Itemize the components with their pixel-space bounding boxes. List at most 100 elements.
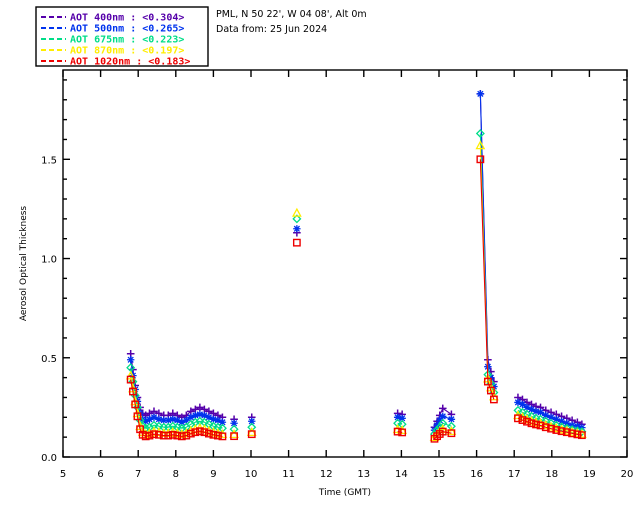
data-point-asterisk: [514, 398, 522, 407]
series-aot-1020nm: [126, 155, 586, 443]
data-point-asterisk: [160, 416, 168, 424]
x-tick-label: 14: [395, 469, 408, 480]
data-point-square: [518, 416, 527, 424]
x-tick-label: 13: [357, 469, 370, 480]
x-tick-label: 15: [433, 469, 446, 480]
y-axis-label: Aerosol Optical Thickness: [19, 206, 29, 322]
data-point-triangle: [475, 140, 486, 150]
data-point-square: [438, 427, 447, 436]
data-point-triangle: [291, 207, 302, 217]
data-point-asterisk: [436, 416, 444, 424]
data-point-square: [159, 431, 168, 440]
data-point-asterisk: [230, 419, 238, 427]
data-point-square: [191, 428, 200, 437]
data-point-diamond: [163, 422, 173, 432]
data-point-asterisk: [155, 415, 163, 423]
data-point-square: [150, 430, 158, 439]
data-point-diamond: [557, 422, 567, 432]
data-point-asterisk: [433, 421, 441, 429]
legend-entry-aot-500nm[interactable]: AOT 500nm : <0.265>: [41, 24, 184, 35]
data-point-asterisk: [557, 417, 566, 425]
data-point-square: [536, 421, 545, 430]
y-tick-label: 0.0: [41, 453, 57, 464]
data-point-square: [541, 423, 550, 432]
data-point-square: [168, 430, 177, 439]
data-point-square: [129, 387, 137, 396]
x-tick-label: 10: [245, 469, 258, 480]
data-point-asterisk: [518, 400, 527, 409]
data-point-square: [568, 429, 577, 438]
data-point-square: [214, 431, 222, 440]
data-point-square: [393, 427, 402, 436]
x-tick-label: 12: [320, 469, 333, 480]
data-point-triangle: [229, 429, 239, 439]
data-point-triangle: [246, 427, 257, 437]
data-point-square: [292, 238, 301, 247]
data-point-diamond: [517, 407, 527, 417]
data-point-diamond: [292, 214, 302, 224]
legend-entry-aot-1020nm[interactable]: AOT 1020nm : <0.183>: [41, 57, 190, 68]
data-point-asterisk: [214, 416, 222, 424]
series-aot-400nm: [126, 90, 586, 432]
data-point-square: [557, 427, 566, 436]
legend-entry-aot-400nm[interactable]: AOT 400nm : <0.304>: [41, 13, 184, 24]
data-point-square: [133, 412, 142, 421]
data-point-square: [182, 431, 191, 440]
legend-label: AOT 500nm : <0.265>: [70, 24, 184, 35]
data-point-square: [195, 427, 204, 436]
legend-box: [35, 6, 209, 67]
data-point-asterisk: [447, 415, 456, 423]
data-point-asterisk: [490, 382, 498, 391]
data-point-diamond: [475, 128, 485, 139]
data-point-asterisk: [182, 416, 191, 424]
data-point-asterisk: [547, 413, 555, 422]
data-point-square: [577, 431, 586, 440]
data-point-asterisk: [476, 90, 485, 98]
x-tick-label: 9: [210, 469, 216, 480]
data-point-square: [200, 428, 209, 437]
data-point-asterisk: [209, 415, 218, 423]
data-point-square: [164, 431, 173, 440]
legend-label: AOT 400nm : <0.304>: [70, 13, 184, 24]
data-point-square: [209, 430, 218, 439]
data-point-triangle: [446, 426, 457, 436]
legend-entry-aot-675nm[interactable]: AOT 675nm : <0.223>: [41, 35, 184, 46]
data-point-square: [514, 414, 522, 423]
data-point-asterisk: [187, 413, 195, 422]
data-point-square: [230, 432, 238, 441]
data-point-square: [562, 428, 571, 437]
data-point-asterisk: [563, 419, 571, 427]
data-point-asterisk: [248, 417, 256, 425]
data-point-square: [398, 428, 407, 437]
y-tick-label: 0.5: [41, 354, 57, 365]
data-point-asterisk: [142, 417, 150, 425]
data-point-diamond: [551, 420, 561, 430]
data-point-diamond: [217, 423, 227, 433]
legend-label: AOT 675nm : <0.223>: [70, 35, 184, 46]
x-tick-label: 19: [583, 469, 596, 480]
data-point-plus: [196, 403, 204, 412]
data-point-asterisk: [393, 413, 402, 422]
data-point-asterisk: [552, 415, 561, 423]
legend-entry-aot-870nm[interactable]: AOT 870nm : <0.197>: [41, 46, 184, 57]
data-point-asterisk: [196, 410, 204, 419]
data-point-diamond: [513, 405, 523, 415]
plot-title-date: Data from: 25 Jun 2024: [216, 24, 327, 35]
data-point-asterisk: [218, 418, 227, 426]
data-point-asterisk: [527, 405, 536, 414]
data-point-square: [204, 429, 213, 438]
data-point-square: [145, 431, 154, 440]
data-point-square: [247, 430, 256, 439]
data-point-diamond: [438, 418, 448, 428]
data-point-square: [154, 430, 163, 439]
data-point-asterisk: [439, 412, 447, 421]
data-point-asterisk: [536, 408, 545, 417]
data-point-square: [532, 420, 540, 429]
data-point-triangle: [125, 370, 136, 380]
data-point-asterisk: [205, 413, 213, 422]
data-point-square: [483, 377, 492, 386]
data-point-asterisk: [126, 356, 135, 364]
data-point-square: [173, 431, 182, 440]
data-point-square: [486, 386, 495, 395]
